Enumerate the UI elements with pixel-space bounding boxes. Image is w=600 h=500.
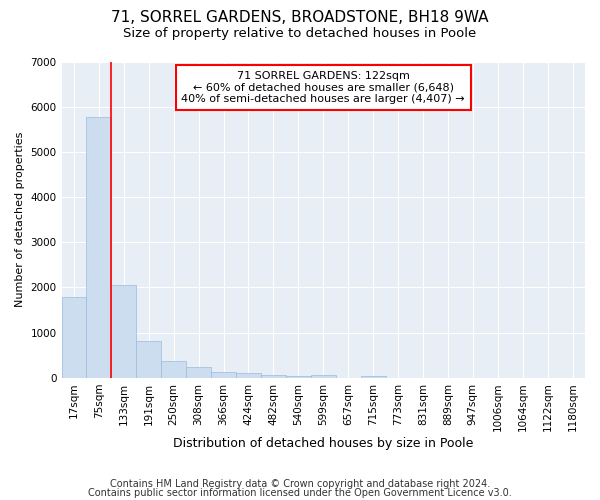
Text: Contains public sector information licensed under the Open Government Licence v3: Contains public sector information licen…: [88, 488, 512, 498]
Bar: [211, 372, 236, 378]
Bar: [186, 368, 211, 378]
Bar: [161, 360, 186, 378]
Bar: [286, 376, 311, 378]
Bar: [112, 284, 136, 378]
Text: 71 SORREL GARDENS: 122sqm
← 60% of detached houses are smaller (6,648)
40% of se: 71 SORREL GARDENS: 122sqm ← 60% of detac…: [181, 71, 465, 104]
Text: Contains HM Land Registry data © Crown copyright and database right 2024.: Contains HM Land Registry data © Crown c…: [110, 479, 490, 489]
X-axis label: Distribution of detached houses by size in Poole: Distribution of detached houses by size …: [173, 437, 473, 450]
Text: Size of property relative to detached houses in Poole: Size of property relative to detached ho…: [124, 28, 476, 40]
Text: 71, SORREL GARDENS, BROADSTONE, BH18 9WA: 71, SORREL GARDENS, BROADSTONE, BH18 9WA: [111, 10, 489, 25]
Bar: [261, 375, 286, 378]
Bar: [311, 375, 336, 378]
Bar: [86, 116, 112, 378]
Bar: [62, 298, 86, 378]
Bar: [236, 373, 261, 378]
Bar: [136, 341, 161, 378]
Y-axis label: Number of detached properties: Number of detached properties: [15, 132, 25, 308]
Bar: [361, 376, 386, 378]
